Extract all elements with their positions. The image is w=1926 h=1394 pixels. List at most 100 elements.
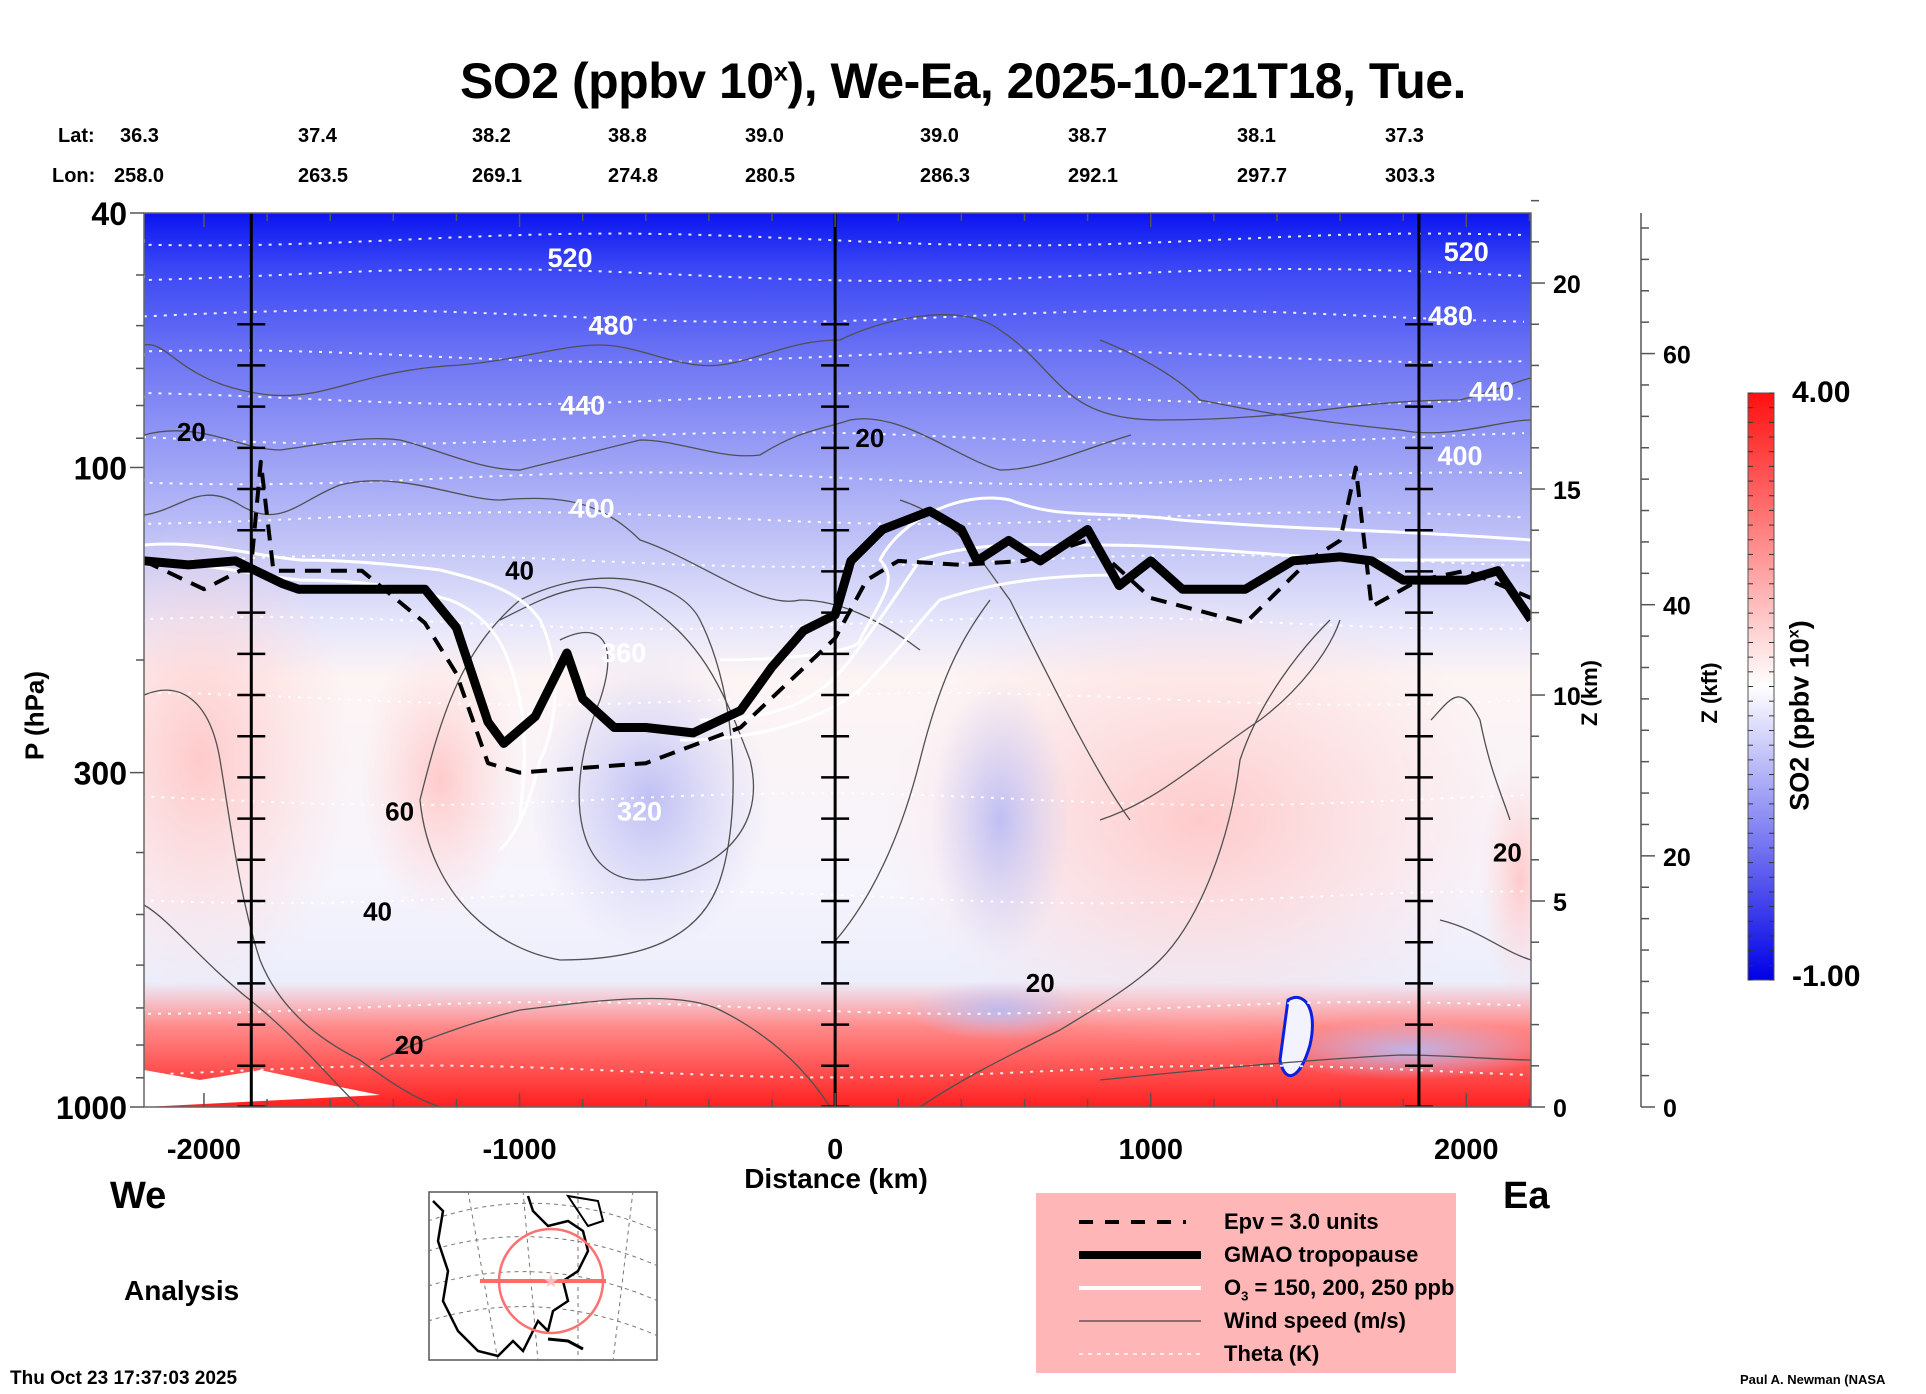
wind-contour-label: 20	[395, 1030, 424, 1060]
theta-contour-label: 520	[548, 243, 593, 273]
legend-swatches	[1079, 1220, 1201, 1355]
kft-tick-label: 0	[1663, 1095, 1677, 1123]
lat-value: 36.3	[120, 125, 159, 147]
theta-contour-label: 440	[560, 391, 605, 421]
kft-tick-label: 60	[1663, 342, 1691, 370]
lon-value: 269.1	[472, 165, 523, 187]
legend-item-theta: Theta (K)	[1224, 1341, 1320, 1366]
lat-value: 37.3	[1385, 125, 1424, 147]
wind-contour-line	[419, 577, 734, 961]
wind-contour-line	[499, 586, 755, 881]
ozone-contour-line	[679, 573, 1121, 742]
wind-contour-line	[1430, 696, 1511, 821]
x-tick-label: 1000	[1118, 1134, 1183, 1166]
theta-contour-label: 480	[1428, 301, 1473, 331]
y-tick-label: 100	[74, 450, 127, 486]
ozone-contour-line	[699, 542, 1531, 722]
z-km-axis-label: Z (km)	[1577, 660, 1602, 726]
x-tick-label: 0	[827, 1134, 843, 1166]
wind-contour-line	[1099, 1054, 1531, 1081]
theta-contour-line	[144, 309, 1525, 324]
wind-contour-label: 20	[855, 423, 884, 453]
x-axis-label: Distance (km)	[744, 1163, 928, 1194]
wind-contour-label: 40	[505, 556, 534, 586]
kft-axis: 0 20 40 60	[1640, 213, 1691, 1123]
so2-negative-region	[910, 980, 1090, 1040]
legend: Epv = 3.0 units GMAO tropopause O3 = 150…	[1036, 1193, 1456, 1373]
z-km-tick-label: 20	[1553, 271, 1581, 299]
wind-contour-label: 20	[1493, 838, 1522, 868]
wind-contour-line	[144, 418, 1132, 471]
lon-value: 263.5	[298, 165, 349, 187]
map-center-star-icon: ★	[543, 1271, 559, 1291]
wind-contour-line	[1099, 619, 1341, 821]
lon-label: Lon:	[52, 165, 96, 187]
y-tick-label: 40	[91, 196, 127, 232]
x-tick-label: -1000	[482, 1134, 556, 1166]
so2-min-contour	[1278, 996, 1314, 1078]
colorbar-ticks	[1748, 392, 1774, 981]
lat-value: 37.4	[298, 125, 337, 147]
ozone-contours	[144, 496, 1531, 852]
wind-contour-line	[379, 997, 831, 1107]
lon-value: 297.7	[1237, 165, 1288, 187]
timestamp: Thu Oct 23 17:37:03 2025	[10, 1368, 238, 1389]
lat-value: 38.8	[608, 125, 647, 147]
wind-contour-line	[835, 599, 991, 941]
lon-value: 303.3	[1385, 165, 1436, 187]
theta-contour-label: 520	[1444, 237, 1489, 267]
wind-contour-line	[1439, 919, 1531, 961]
wind-contour-label: 60	[385, 796, 414, 826]
wind-contour-label: 20	[1026, 968, 1055, 998]
colorbar-max-label: 4.00	[1792, 376, 1851, 409]
lat-value: 39.0	[920, 125, 959, 147]
location-markers	[237, 213, 1433, 1107]
lon-value: 280.5	[745, 165, 796, 187]
so2-positive-region	[144, 520, 350, 1000]
axes: -2000 -1000 0 1000 2000 40 100 300 1000 0 5 10 15 20	[56, 196, 1581, 1166]
so2-negative-region	[930, 680, 1070, 960]
x-tick-label: -2000	[167, 1134, 241, 1166]
so2-negative-region	[1270, 1020, 1531, 1080]
lat-label: Lat:	[58, 125, 95, 147]
wind-contour-line	[144, 689, 441, 1107]
colorbar-title-wrap: SO2 (ppbv 10x)	[1780, 620, 1820, 810]
theta-contour-label: 360	[601, 638, 646, 668]
analysis-label: Analysis	[124, 1275, 240, 1306]
y-tick-label: 1000	[56, 1090, 127, 1126]
theta-contour-label: 480	[589, 311, 634, 341]
legend-item-tropopause: GMAO tropopause	[1224, 1242, 1419, 1267]
so2-positive-region	[360, 640, 520, 920]
lon-value: 292.1	[1068, 165, 1119, 187]
ozone-contour-line	[719, 496, 1531, 662]
theta-contour-line	[144, 792, 1525, 807]
theta-contour-label: 320	[617, 796, 662, 826]
y-axis-label-wrap: P (hPa)	[0, 660, 70, 780]
z-km-tick-label: 10	[1553, 683, 1581, 711]
z-km-tick-label: 0	[1553, 1095, 1567, 1123]
chart-title: SO2 (ppbv 10x), We-Ea, 2025-10-21T18, Tu…	[460, 53, 1466, 109]
below-ground-mask	[144, 1070, 380, 1107]
wind-contour-label: 40	[363, 897, 392, 927]
colorbar-title: SO2 (ppbv 10x)	[1784, 620, 1815, 811]
z-kft-axis-label: Z (kft)	[1697, 662, 1722, 724]
map-coastline	[432, 1195, 590, 1358]
east-label: Ea	[1503, 1175, 1550, 1217]
theta-contour-label: 400	[1437, 441, 1482, 471]
z-km-tick-label: 15	[1553, 477, 1581, 505]
inset-map: ★	[428, 1191, 658, 1361]
lat-value: 39.0	[745, 125, 784, 147]
legend-item-epv: Epv = 3.0 units	[1224, 1209, 1379, 1234]
theta-contour-label: 400	[570, 494, 615, 524]
wind-contour-line	[144, 480, 921, 651]
kft-tick-label: 20	[1663, 844, 1691, 872]
lon-value: 274.8	[608, 165, 659, 187]
wind-contour-line	[1099, 339, 1531, 434]
x-tick-label: 2000	[1434, 1134, 1499, 1166]
map-islands	[547, 1337, 584, 1351]
z-kft-label-wrap: Z (kft)	[1690, 640, 1730, 760]
legend-item-ozone: O3 = 150, 200, 250 ppb	[1224, 1275, 1455, 1304]
contour-labels: 520 480 440 400 360 320 520 480 440 400 20 40 60 40 20…	[177, 237, 1522, 1060]
wind-contour-label: 20	[177, 417, 206, 447]
